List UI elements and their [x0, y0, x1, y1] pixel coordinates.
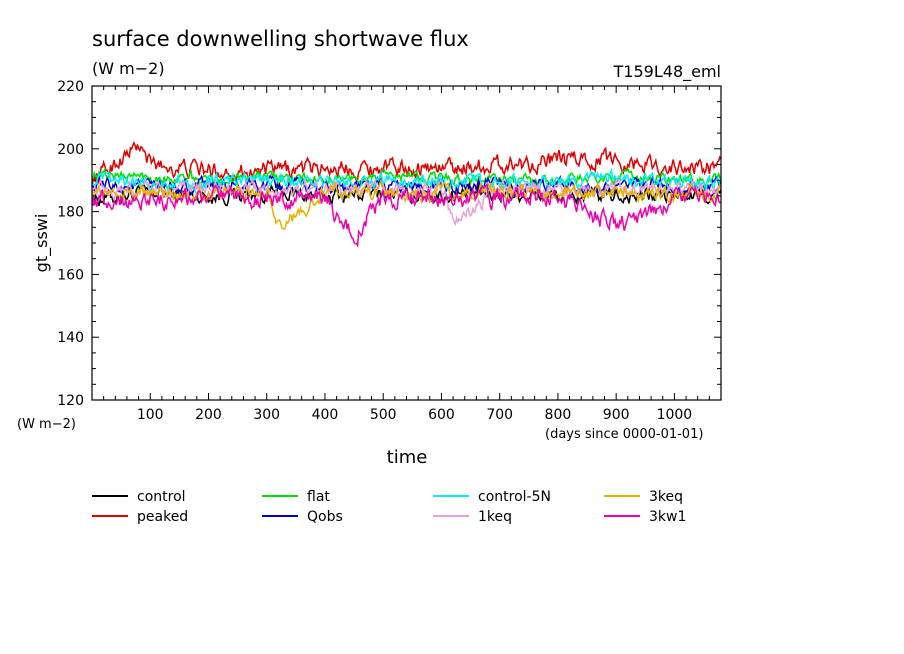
series-line-3kw1: [91, 183, 722, 248]
legend-label-1keq: 1keq: [478, 509, 512, 525]
legend-label-control-5N: control-5N: [478, 489, 551, 505]
chart-units: (W m−2): [92, 59, 165, 78]
x-tick-label: 500: [370, 407, 397, 423]
x-tick-label: 100: [137, 407, 164, 423]
series-layer: [91, 140, 722, 248]
y-units-label: (W m−2): [17, 417, 76, 432]
x-axis-label: time: [387, 447, 428, 468]
run-tag: T159L48_eml: [613, 62, 721, 82]
ticks-layer: 100 200 300 400 500 600 700 800 900 1000 120 140 160…: [57, 79, 722, 423]
x-tick-label: 300: [253, 407, 280, 423]
y-tick-label: 220: [57, 79, 84, 95]
legend-label-flat: flat: [307, 489, 330, 505]
x-units-label: (days since 0000-01-01): [545, 427, 703, 442]
x-tick-label: 400: [312, 407, 339, 423]
x-tick-label: 200: [195, 407, 222, 423]
plot-frame: [91, 85, 722, 401]
x-tick-label: 600: [428, 407, 455, 423]
y-tick-label: 160: [57, 267, 84, 283]
x-tick-label: 900: [603, 407, 630, 423]
y-axis-label: gt_sswi: [32, 214, 52, 273]
legend: control flat control-5N 3keq peaked Qobs 1keq 3…: [92, 489, 686, 525]
y-tick-label: 140: [57, 330, 84, 346]
legend-label-peaked: peaked: [137, 509, 188, 525]
legend-label-Qobs: Qobs: [307, 509, 343, 525]
series-line-3keq: [91, 180, 722, 231]
y-tick-label: 180: [57, 205, 84, 221]
legend-label-3keq: 3keq: [649, 489, 683, 505]
x-tick-label: 800: [545, 407, 572, 423]
legend-label-3kw1: 3kw1: [649, 509, 686, 525]
series-line-peaked: [91, 140, 722, 188]
chart-title: surface downwelling shortwave flux: [92, 27, 469, 51]
x-tick-label: 1000: [657, 407, 693, 423]
y-tick-label: 200: [57, 142, 84, 158]
legend-label-control: control: [137, 489, 186, 505]
x-tick-label: 700: [486, 407, 513, 423]
y-tick-label: 120: [57, 393, 84, 409]
